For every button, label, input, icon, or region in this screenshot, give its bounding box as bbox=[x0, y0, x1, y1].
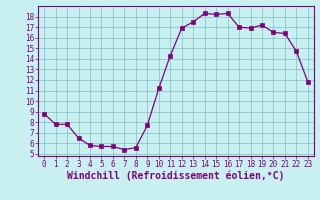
X-axis label: Windchill (Refroidissement éolien,°C): Windchill (Refroidissement éolien,°C) bbox=[67, 171, 285, 181]
